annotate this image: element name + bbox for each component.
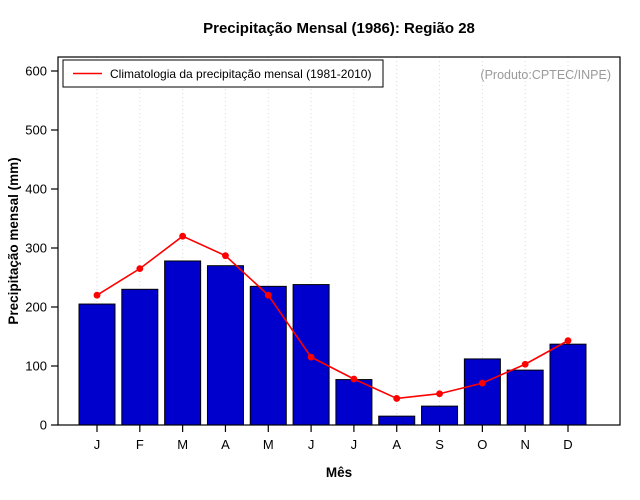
climatology-point bbox=[93, 291, 101, 299]
bar-A-4 bbox=[206, 265, 244, 426]
climatology-point bbox=[222, 252, 229, 260]
y-tick-label: 300 bbox=[25, 241, 47, 256]
y-tick-label: 600 bbox=[25, 64, 47, 79]
y-tick-label: 100 bbox=[25, 359, 47, 374]
climatology-point bbox=[350, 375, 358, 383]
x-tick-label: O bbox=[477, 437, 487, 452]
chart-title: Precipitação Mensal (1986): Região 28 bbox=[203, 20, 475, 37]
bar-M-5 bbox=[249, 285, 287, 426]
legend-box bbox=[62, 59, 384, 88]
product-watermark: (Produto:CPTEC/INPE) bbox=[480, 68, 611, 82]
climatology-point bbox=[179, 232, 187, 240]
y-tick-label: 200 bbox=[25, 300, 47, 315]
x-tick-label: J bbox=[308, 437, 315, 452]
y-tick-label: 500 bbox=[25, 123, 47, 138]
bar-N-11 bbox=[506, 369, 544, 426]
legend: Climatologia da precipitação mensal (198… bbox=[62, 59, 384, 88]
plot-border bbox=[57, 56, 621, 426]
x-tick-label: J bbox=[351, 437, 358, 452]
x-tick-label: A bbox=[392, 437, 401, 452]
bar-J-7 bbox=[335, 379, 373, 426]
climatology-point bbox=[136, 265, 144, 273]
bars-layer bbox=[78, 260, 587, 426]
bar-O-10 bbox=[463, 358, 501, 426]
x-axis-label: Mês bbox=[326, 465, 352, 480]
climatology-line-layer bbox=[93, 232, 572, 402]
bar-F-2 bbox=[121, 288, 159, 426]
climatology-line bbox=[96, 235, 569, 400]
x-tick-label: J bbox=[94, 437, 101, 452]
x-tick-label: A bbox=[221, 437, 230, 452]
climatology-point bbox=[521, 360, 529, 368]
x-tick-label: M bbox=[177, 437, 188, 452]
climatology-point bbox=[393, 395, 401, 402]
legend-label: Climatologia da precipitação mensal (198… bbox=[110, 67, 371, 81]
x-tick-label: M bbox=[263, 437, 274, 452]
axes-layer: 0 100 200 300 400 500 600 J F M A M J J A S O N D bbox=[25, 56, 621, 452]
gridlines-layer bbox=[96, 57, 569, 425]
bar-J-1 bbox=[78, 303, 116, 426]
x-tick-label: S bbox=[435, 437, 444, 452]
climatology-point bbox=[307, 353, 315, 361]
bar-D-12 bbox=[549, 343, 587, 426]
climatology-point bbox=[436, 390, 443, 398]
y-axis-label: Precipitação mensal (mm) bbox=[6, 157, 21, 324]
bar-S-9 bbox=[421, 405, 459, 426]
bar-M-3 bbox=[164, 260, 202, 426]
bar-A-8 bbox=[378, 415, 416, 426]
x-tick-label: N bbox=[520, 437, 529, 452]
y-tick-label: 400 bbox=[25, 182, 47, 197]
y-tick-label: 0 bbox=[40, 418, 47, 433]
climatology-point bbox=[478, 379, 486, 387]
x-tick-label: D bbox=[563, 437, 572, 452]
climatology-point bbox=[264, 291, 272, 299]
climatology-point bbox=[564, 337, 572, 345]
x-tick-label: F bbox=[136, 437, 144, 452]
